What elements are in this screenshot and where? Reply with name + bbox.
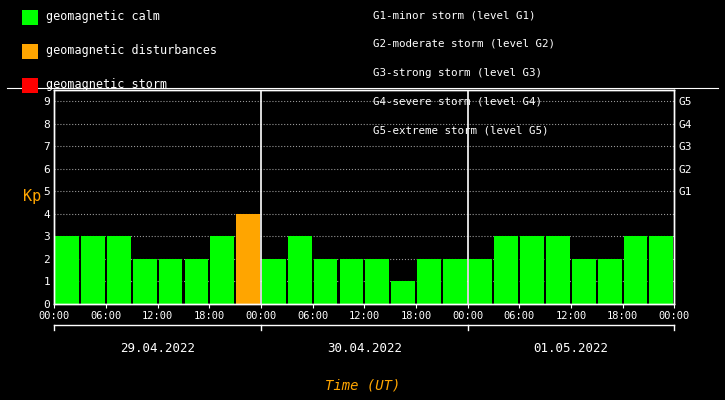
- Bar: [339, 259, 363, 304]
- Bar: [624, 236, 647, 304]
- Bar: [159, 259, 183, 304]
- Text: geomagnetic storm: geomagnetic storm: [46, 78, 167, 91]
- Bar: [443, 259, 467, 304]
- Bar: [494, 236, 518, 304]
- Bar: [55, 236, 79, 304]
- Bar: [365, 259, 389, 304]
- Text: G3-strong storm (level G3): G3-strong storm (level G3): [373, 68, 542, 78]
- Text: 29.04.2022: 29.04.2022: [120, 342, 195, 355]
- Text: 30.04.2022: 30.04.2022: [327, 342, 402, 355]
- Bar: [107, 236, 130, 304]
- Text: G1-minor storm (level G1): G1-minor storm (level G1): [373, 10, 536, 20]
- Bar: [598, 259, 621, 304]
- Bar: [236, 214, 260, 304]
- Bar: [546, 236, 570, 304]
- Bar: [81, 236, 105, 304]
- Bar: [185, 259, 208, 304]
- Text: geomagnetic calm: geomagnetic calm: [46, 10, 160, 23]
- Y-axis label: Kp: Kp: [23, 190, 41, 204]
- Text: G5-extreme storm (level G5): G5-extreme storm (level G5): [373, 125, 549, 135]
- Bar: [417, 259, 441, 304]
- Bar: [468, 259, 492, 304]
- Bar: [314, 259, 337, 304]
- Bar: [392, 282, 415, 304]
- Bar: [650, 236, 674, 304]
- Bar: [572, 259, 596, 304]
- Text: 01.05.2022: 01.05.2022: [534, 342, 608, 355]
- Text: G2-moderate storm (level G2): G2-moderate storm (level G2): [373, 39, 555, 49]
- Bar: [210, 236, 234, 304]
- Bar: [521, 236, 544, 304]
- Text: G4-severe storm (level G4): G4-severe storm (level G4): [373, 96, 542, 106]
- Text: geomagnetic disturbances: geomagnetic disturbances: [46, 44, 218, 57]
- Bar: [133, 259, 157, 304]
- Bar: [288, 236, 312, 304]
- Bar: [262, 259, 286, 304]
- Text: Time (UT): Time (UT): [325, 379, 400, 393]
